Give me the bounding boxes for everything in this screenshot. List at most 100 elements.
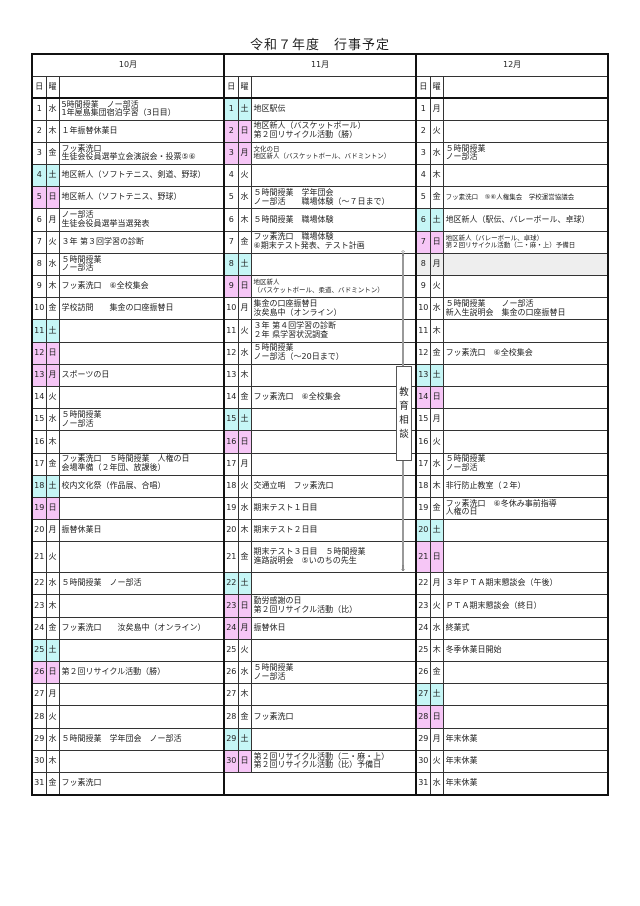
november-day-number: 3 (223, 141, 239, 166)
october-weekday: 火 (45, 705, 60, 729)
event-line: 期末テスト３日目 ５時間授業 (253, 547, 366, 557)
event-line: ５時間授業 (253, 662, 294, 672)
october-events-cell: 5時間授業 ノー部活 1年屋島集団宿泊学習（3日目） (58, 97, 225, 121)
november-day-number: 25 (223, 638, 239, 663)
november-day-number: 23 (223, 594, 239, 618)
november-weekday: 土 (237, 727, 252, 751)
november-day-number: 27 (223, 683, 239, 707)
december-day-number: 10 (415, 297, 431, 321)
december-day-number: 7 (415, 230, 431, 254)
event-line: 会場準備（２年団、放課後） (61, 463, 166, 473)
december-events-cell: 年末休業 (442, 771, 609, 796)
october-weekday: 火 (45, 230, 60, 254)
december-weekday: 月 (429, 97, 444, 121)
october-weekday: 土 (45, 319, 60, 343)
december-day-number: 24 (415, 616, 431, 640)
calendar-row: 21 火 21 金期末テスト３日目 ５時間授業 進路説明会 ⑤いのちの先生 21 日 (31, 541, 609, 574)
october-weekday: 金 (45, 771, 60, 796)
october-events-cell: １年振替休業日 (58, 119, 225, 143)
event-line: ５時間授業 ノー部活 (445, 298, 534, 308)
december-events-cell: フッ素洗口 ⑥全校集会 (442, 341, 609, 365)
december-events-cell: ＰＴＡ期末懇談会（終日） (442, 594, 609, 618)
event-line: 勤労感謝の日 (253, 596, 302, 606)
event-line: 地区新人（バスケットボール、バドミントン） (253, 152, 391, 161)
december-events-cell (442, 252, 609, 277)
october-day-number: 10 (31, 297, 47, 321)
november-weekday: 木 (237, 683, 252, 707)
december-weekday: 水 (429, 141, 444, 166)
december-day-number: 16 (415, 430, 431, 454)
december-events-cell (442, 683, 609, 707)
december-weekday: 金 (429, 186, 444, 210)
calendar-row: 10 金学校訪問 集金の口座振替日 10 月集金の口座振替日 汝矣島中（オンライン） 10… (31, 297, 609, 321)
december-day-number: 11 (415, 319, 431, 343)
calendar-row: 30 木 30 日第２回リサイクル活動（二・麻・上） 第２回リサイクル活動（比）予備日 3… (31, 749, 609, 773)
december-events-cell (442, 385, 609, 410)
december-day-number: 1 (415, 97, 431, 121)
november-weekday: 日 (237, 274, 252, 299)
november-day-number: 8 (223, 252, 239, 277)
event-line: ５時間授業 学年団会 (253, 188, 334, 198)
consultation-char: 教 (399, 386, 409, 398)
october-day-number: 4 (31, 164, 47, 188)
calendar-row: 5 日地区新人（ソフトテニス、野球） 5 水 ５時間授業 学年団会 ノー部活 職場体験（～… (31, 186, 609, 210)
november-weekday: 土 (237, 252, 252, 277)
october-weekday: 木 (45, 430, 60, 454)
event-line: 校内文化祭（作品展、合唱） (61, 480, 166, 490)
december-weekday: 月 (429, 727, 444, 751)
event-line: 地区新人（バスケットボール） (253, 121, 366, 131)
october-events-cell (58, 638, 225, 663)
november-events-cell: ５時間授業 職場体験 (250, 208, 417, 232)
december-weekday: 木 (429, 474, 444, 498)
october-events-cell (58, 430, 225, 454)
event-line: ノー部活 (61, 210, 94, 220)
event-line: 人権の日 (445, 507, 478, 517)
december-weekday: 水 (429, 297, 444, 321)
event-line: フッ素洗口 (253, 711, 294, 721)
event-line: 地区駅伝 (253, 103, 286, 113)
december-weekday: 火 (429, 749, 444, 773)
november-weekday: 木 (237, 208, 252, 232)
day-column-header: 日 (31, 76, 47, 99)
calendar-row: 4 土地区新人（ソフトテニス、剣道、野球） 4 火 4 木 (31, 164, 609, 188)
calendar-row: 20 月振替休業日 20 木期末テスト２日目 20 土 (31, 519, 609, 543)
november-events-cell (250, 572, 417, 596)
november-events-cell (250, 638, 417, 663)
december-events-cell (442, 541, 609, 574)
november-day-number: 7 (223, 230, 239, 254)
december-day-number: 28 (415, 705, 431, 729)
october-weekday: 水 (45, 97, 60, 121)
december-events-cell (442, 408, 609, 432)
november-events-cell (250, 408, 417, 432)
event-line: ３年 第３回学習の診断 (61, 236, 145, 246)
event-line: 学校訪問 集金の口座振替日 (61, 303, 174, 313)
october-weekday: 日 (45, 496, 60, 521)
december-events-cell (442, 363, 609, 387)
october-day-number: 3 (31, 141, 47, 166)
october-events-cell: ３年 第３回学習の診断 (58, 230, 225, 254)
october-day-number: 1 (31, 97, 47, 121)
month-header-november: 11月 (223, 53, 417, 77)
december-day-number: 5 (415, 186, 431, 210)
october-events-cell (58, 705, 225, 729)
event-line: ５時間授業 (61, 254, 102, 264)
october-events-cell: スポーツの日 (58, 363, 225, 387)
consultation-period-label: 教 育 相 談 (396, 366, 412, 461)
november-day-number: 4 (223, 164, 239, 188)
november-events-cell: フッ素洗口 (250, 705, 417, 729)
event-line: フッ素洗口 ⑥冬休み事前指導 (445, 498, 557, 508)
november-events-cell: 勤労感謝の日 第２回リサイクル活動（比） (250, 594, 417, 618)
event-line: 生徒会役員選挙立会演説会・投票⑤⑥ (61, 152, 196, 162)
november-day-number: 19 (223, 496, 239, 521)
october-day-number: 21 (31, 541, 47, 574)
event-line: ５時間授業 職場体験 (253, 214, 334, 224)
december-weekday: 月 (429, 572, 444, 596)
november-weekday: 金 (237, 541, 252, 574)
event-line: ⑥期末テスト発表、テスト計画 (253, 241, 365, 251)
october-day-number: 13 (31, 363, 47, 387)
event-line: ノー部活 (445, 152, 478, 162)
event-line: ５時間授業 学年団会 ノー部活 (61, 733, 182, 743)
october-day-number: 26 (31, 660, 47, 685)
november-events-cell (250, 683, 417, 707)
november-events-cell: フッ素洗口 ⑥全校集会 (250, 385, 417, 410)
